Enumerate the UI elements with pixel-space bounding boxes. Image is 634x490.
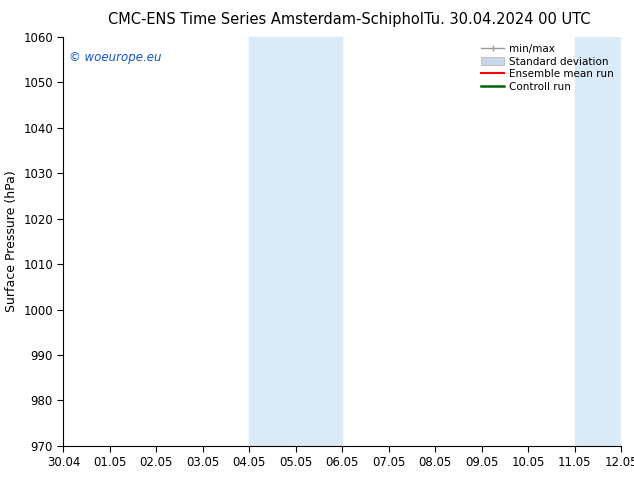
- Text: Tu. 30.04.2024 00 UTC: Tu. 30.04.2024 00 UTC: [424, 12, 590, 27]
- Text: © woeurope.eu: © woeurope.eu: [69, 51, 162, 64]
- Legend: min/max, Standard deviation, Ensemble mean run, Controll run: min/max, Standard deviation, Ensemble me…: [479, 42, 616, 94]
- Text: CMC-ENS Time Series Amsterdam-Schiphol: CMC-ENS Time Series Amsterdam-Schiphol: [108, 12, 424, 27]
- Bar: [249, 37, 342, 446]
- Bar: [575, 37, 621, 446]
- Y-axis label: Surface Pressure (hPa): Surface Pressure (hPa): [4, 171, 18, 312]
